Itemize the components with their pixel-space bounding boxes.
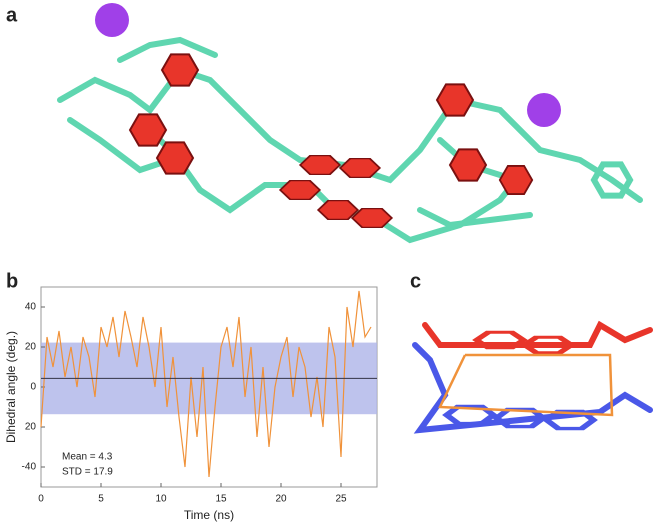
x-tick-label: 15	[215, 494, 227, 505]
x-tick-label: 0	[38, 494, 44, 505]
y-tick-label: 20	[25, 422, 37, 433]
y-axis-label: Dihedral angle (deg.)	[4, 331, 18, 443]
x-tick-label: 10	[155, 494, 167, 505]
x-tick-label: 25	[335, 494, 347, 505]
y-tick-label: 40	[25, 302, 37, 313]
x-tick-label: 5	[98, 494, 104, 505]
molecule-a	[57, 3, 643, 244]
chart: -40 20 0 20 40 0 5 10 15 20 25 Mean = 4.3 STD = 17.9…	[4, 286, 378, 522]
ion	[95, 3, 129, 37]
panel-label: b	[6, 270, 18, 292]
panel-label: a	[6, 4, 18, 26]
data-line	[40, 290, 372, 478]
y-tick-label: 0	[30, 382, 36, 393]
x-tick-label: 20	[275, 494, 287, 505]
annotation: STD = 17.9	[62, 467, 113, 478]
y-tick-label: 20	[25, 342, 37, 353]
x-axis-label: Time (ns)	[184, 508, 234, 522]
y-tick-label: -40	[22, 462, 37, 473]
ion	[527, 93, 561, 127]
annotation: Mean = 4.3	[62, 452, 113, 463]
molecule-c	[412, 320, 653, 434]
panel-label: c	[410, 270, 421, 292]
